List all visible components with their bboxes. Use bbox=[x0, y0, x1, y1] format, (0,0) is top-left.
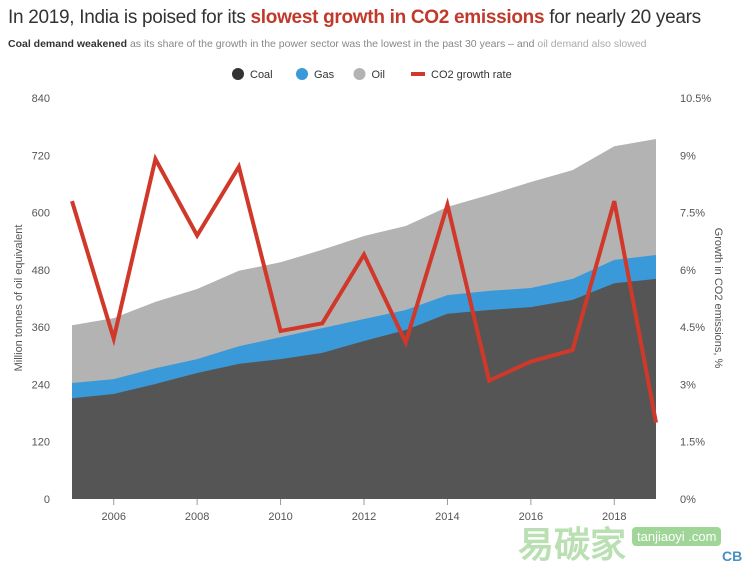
y2-tick-label: 3% bbox=[680, 379, 696, 391]
legend-dot-icon bbox=[353, 68, 366, 80]
legend-label: CO2 growth rate bbox=[431, 69, 512, 81]
line-co2-growth-rate bbox=[70, 153, 658, 423]
watermark-site: tanjiaoyi .com bbox=[632, 527, 722, 546]
y-axis-label: Million tonnes of oil equivalent bbox=[13, 225, 25, 372]
x-tick-label: 2012 bbox=[352, 511, 376, 523]
chart-title: In 2019, India is poised for its slowest… bbox=[8, 7, 701, 28]
x-tick-label: 2006 bbox=[101, 511, 125, 523]
y-tick-label: 0 bbox=[44, 494, 50, 506]
y-tick-label: 120 bbox=[32, 437, 50, 449]
x-tick-label: 2016 bbox=[519, 511, 543, 523]
x-tick-label: 2010 bbox=[268, 511, 292, 523]
legend-label: Coal bbox=[250, 69, 273, 81]
y2-tick-label: 1.5% bbox=[680, 437, 705, 449]
y2-tick-label: 10.5% bbox=[680, 93, 711, 105]
legend-line-icon bbox=[411, 72, 425, 76]
x-tick-label: 2008 bbox=[185, 511, 209, 523]
y-tick-label: 240 bbox=[32, 379, 50, 391]
y-tick-label: 840 bbox=[32, 93, 50, 105]
watermark-chinese: 易碳家 bbox=[518, 524, 627, 565]
y-tick-label: 600 bbox=[32, 208, 50, 220]
y2-axis-label: Growth in CO2 emissions, % bbox=[712, 228, 724, 369]
y2-tick-label: 7.5% bbox=[680, 208, 705, 220]
y2-tick-label: 0% bbox=[680, 494, 696, 506]
legend-label: Gas bbox=[314, 69, 335, 81]
legend-label: Oil bbox=[372, 69, 385, 81]
x-tick-label: 2018 bbox=[602, 511, 626, 523]
area-coal bbox=[72, 278, 656, 499]
legend-dot-icon bbox=[296, 68, 308, 80]
y-tick-label: 720 bbox=[32, 150, 50, 162]
x-tick-label: 2014 bbox=[435, 511, 459, 523]
y2-tick-label: 4.5% bbox=[680, 322, 705, 334]
y2-tick-label: 9% bbox=[680, 150, 696, 162]
y-tick-label: 480 bbox=[32, 265, 50, 277]
carbon-brief-logo: CB bbox=[722, 548, 743, 564]
chart-subtitle: Coal demand weakened as its share of the… bbox=[8, 38, 647, 50]
y-tick-label: 360 bbox=[32, 322, 50, 334]
y2-tick-label: 6% bbox=[680, 265, 696, 277]
legend-dot-icon bbox=[232, 68, 244, 80]
